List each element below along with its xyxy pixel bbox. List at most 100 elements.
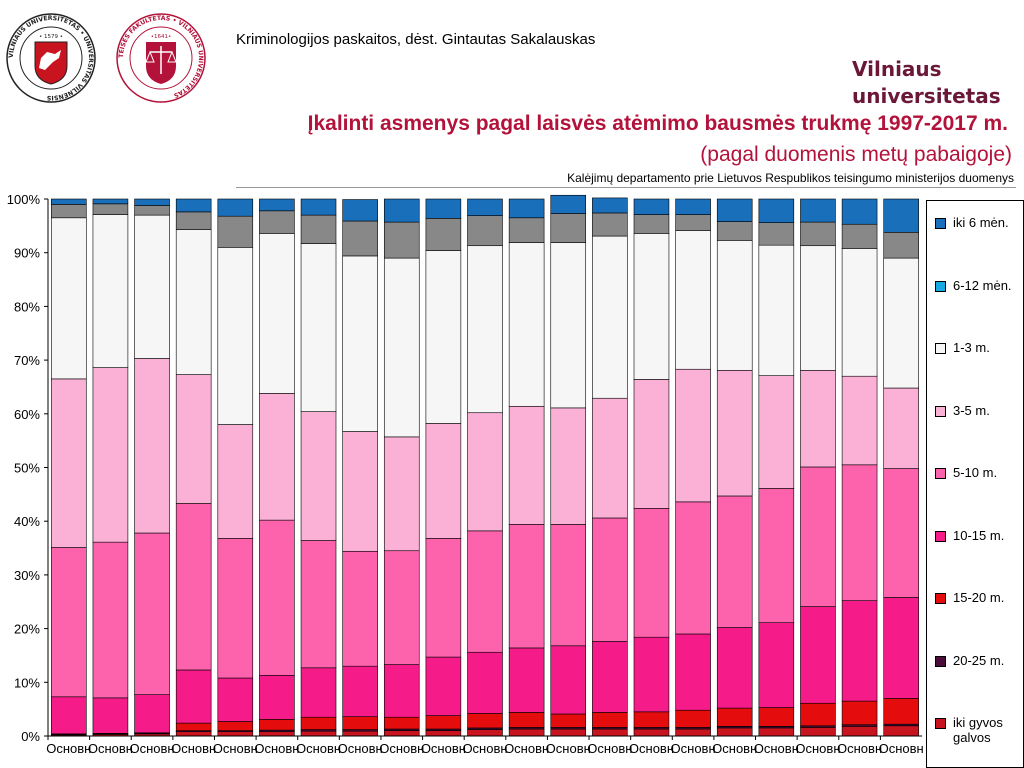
x-tick-label: Основн xyxy=(671,741,716,756)
bar-segment xyxy=(342,431,378,552)
legend-label: iki 6 mėn. xyxy=(953,215,1009,230)
bar-segment xyxy=(592,235,628,399)
bar-segment xyxy=(134,358,170,534)
bar-segment xyxy=(675,728,711,737)
bar-segment xyxy=(716,221,753,241)
bar-segment xyxy=(550,524,587,647)
bar-segment xyxy=(883,468,919,598)
bar-segment xyxy=(259,719,295,731)
y-tick-label: 50% xyxy=(14,461,40,476)
bar-segment xyxy=(300,540,337,669)
bar-segment xyxy=(550,213,587,243)
bar-segment xyxy=(383,257,420,438)
legend-item: 5-10 m. xyxy=(935,465,1023,480)
bar-segment xyxy=(883,231,919,259)
bar-segment xyxy=(550,407,587,525)
legend-swatch xyxy=(935,718,946,729)
bar-segment xyxy=(508,217,545,243)
y-tick-label: 20% xyxy=(14,622,40,637)
bar-segment xyxy=(841,700,878,726)
bar-segment xyxy=(592,641,628,713)
x-tick-label: Основн xyxy=(712,741,757,756)
bar-segment xyxy=(175,669,212,724)
legend-item: iki gyvos galvos xyxy=(935,715,1023,745)
legend: iki 6 mėn. 6-12 mėn. 1-3 m. 3-5 m. 5-10 m. 10… xyxy=(926,200,1024,768)
bar-segment xyxy=(508,712,545,728)
bar-segment xyxy=(217,198,254,217)
bar-segment xyxy=(217,731,254,737)
bar-segment xyxy=(633,508,670,638)
bar-segment xyxy=(841,600,878,702)
x-tick-label: Основн xyxy=(296,741,341,756)
bar-segment xyxy=(675,198,711,215)
legend-item: 20-25 m. xyxy=(935,653,1023,668)
bar-segment xyxy=(383,664,420,718)
bar-segment xyxy=(592,728,628,737)
legend-swatch xyxy=(935,343,946,354)
bar-segment xyxy=(592,197,628,214)
bar-segment xyxy=(300,214,337,244)
bar-segment xyxy=(175,503,212,671)
x-tick-label: Основн xyxy=(379,741,424,756)
bar-segment xyxy=(383,436,420,552)
bar-segment xyxy=(217,538,254,679)
bar-segment xyxy=(550,645,587,715)
bar-segment xyxy=(342,665,378,717)
bar-segment xyxy=(841,726,878,737)
bar-segment xyxy=(92,203,129,215)
x-tick-label: Основн xyxy=(213,741,258,756)
bar-segment xyxy=(550,713,587,728)
legend-label: 5-10 m. xyxy=(953,465,998,480)
bar-segment xyxy=(51,696,87,735)
bar-segment xyxy=(508,524,545,649)
bar-segment xyxy=(508,242,545,407)
bar-segment xyxy=(800,221,836,247)
bar-segment xyxy=(467,198,503,216)
bar-segment xyxy=(841,464,878,601)
bar-segment xyxy=(259,198,295,212)
bar-segment xyxy=(675,709,711,728)
bar-segment xyxy=(592,517,628,642)
bar-segment xyxy=(592,397,628,519)
bar-segment xyxy=(467,215,503,247)
bar-segment xyxy=(716,198,753,222)
bar-segment xyxy=(883,257,919,389)
legend-swatch xyxy=(935,655,946,667)
bar-segment xyxy=(259,731,295,737)
bar-segment xyxy=(758,198,795,223)
bar-segment xyxy=(175,722,212,731)
bar-segment xyxy=(51,217,87,380)
bar-segment xyxy=(300,198,337,216)
x-tick-label: Основн xyxy=(421,741,466,756)
y-tick-label: 40% xyxy=(14,514,40,529)
bar-segment xyxy=(217,247,254,425)
bar-segment xyxy=(633,214,670,234)
bar-segment xyxy=(134,694,170,734)
bar-segment xyxy=(51,547,87,698)
bar-segment xyxy=(716,627,753,709)
bar-segment xyxy=(425,423,462,539)
bar-segment xyxy=(758,488,795,623)
bar-segment xyxy=(883,725,919,737)
bar-segment xyxy=(633,233,670,380)
bar-segment xyxy=(175,211,212,230)
bar-segment xyxy=(800,245,836,371)
svg-text:•1641•: •1641• xyxy=(151,34,172,40)
bar-segment xyxy=(800,198,836,223)
bar-segment xyxy=(175,229,212,375)
bar-segment xyxy=(550,242,587,409)
bar-segment xyxy=(800,702,836,727)
svg-text:• 1579 •: • 1579 • xyxy=(39,34,63,40)
bar-segment xyxy=(134,205,170,216)
bar-segment xyxy=(841,248,878,377)
legend-item: iki 6 mėn. xyxy=(935,215,1023,230)
bar-segment xyxy=(175,198,212,213)
bar-segment xyxy=(300,730,337,737)
legend-label: iki gyvos galvos xyxy=(953,715,1003,745)
bar-segment xyxy=(342,716,378,730)
bar-segment xyxy=(259,393,295,521)
bar-segment xyxy=(92,198,129,205)
bar-segment xyxy=(841,198,878,225)
bar-segment xyxy=(467,530,503,653)
bar-segment xyxy=(300,667,337,718)
